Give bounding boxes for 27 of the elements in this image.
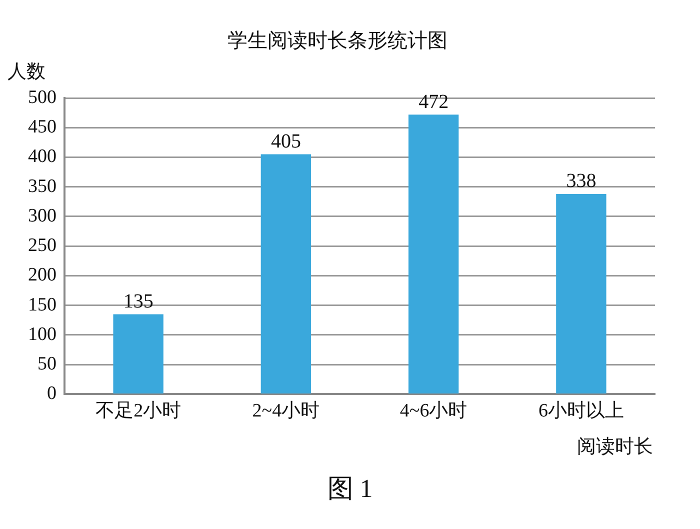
bar xyxy=(260,154,312,394)
bar xyxy=(556,194,606,394)
x-tick-label: 4~6小时 xyxy=(400,400,468,422)
y-tick-label: 500 xyxy=(28,86,56,108)
data-label: 405 xyxy=(270,130,301,153)
y-tick-label: 400 xyxy=(28,146,56,168)
x-tick-label: 2~4小时 xyxy=(252,400,320,422)
y-tick-label: 450 xyxy=(28,116,56,138)
caption: 图 1 xyxy=(327,474,373,503)
bar xyxy=(113,314,164,394)
y-tick-label: 300 xyxy=(28,205,56,226)
y-tick-label: 150 xyxy=(28,294,56,316)
x-tick-label: 6小时以上 xyxy=(538,400,624,422)
y-axis-title: 人数 xyxy=(8,60,46,82)
y-tick-label: 100 xyxy=(28,324,56,345)
y-tick-label: 0 xyxy=(47,383,56,404)
data-label: 472 xyxy=(418,90,449,113)
data-label: 135 xyxy=(123,290,154,312)
data-label: 338 xyxy=(566,170,596,192)
y-tick-label: 50 xyxy=(38,354,56,375)
chart-title: 学生阅读时长条形统计图 xyxy=(228,28,448,52)
x-axis-title: 阅读时长 xyxy=(577,436,653,458)
y-tick-label: 200 xyxy=(28,264,56,286)
bar xyxy=(408,114,459,394)
y-tick-label: 250 xyxy=(28,235,56,256)
x-tick-label: 不足2小时 xyxy=(96,400,182,422)
y-tick-label: 350 xyxy=(28,176,56,197)
